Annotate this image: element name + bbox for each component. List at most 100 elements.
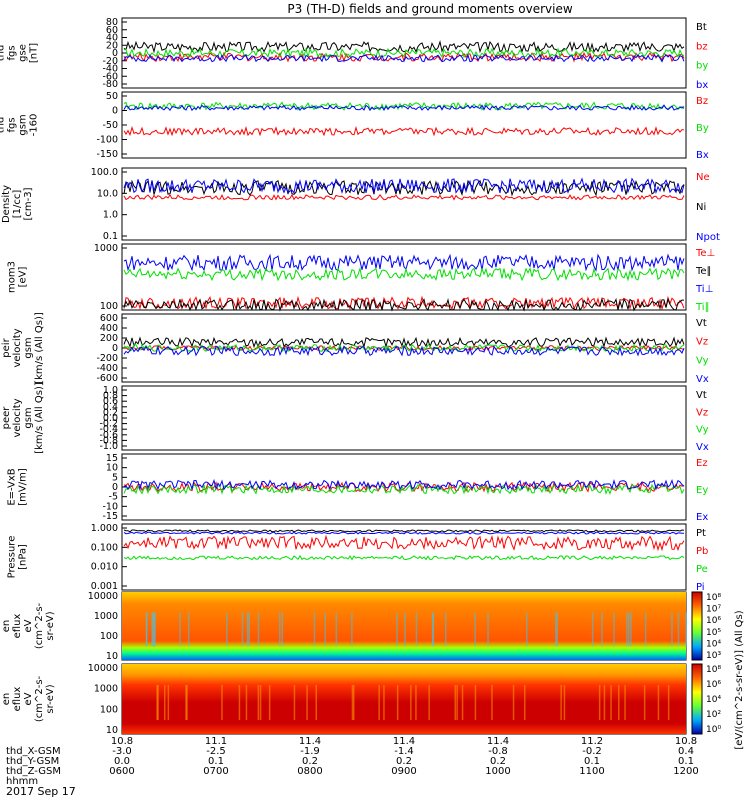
x-tick-label: 0900 [391, 766, 416, 777]
x-tick-label: -1.9 [300, 746, 320, 757]
series-line-Bz [123, 125, 685, 137]
x-tick-label: -1.4 [394, 746, 414, 757]
y-axis-label: thdfgsgsm-160 [0, 114, 40, 137]
y-tick-label: 10.0 [97, 188, 118, 199]
spectrogram-feature [487, 612, 489, 647]
spectrogram-feature [454, 685, 456, 720]
spectrogram-feature [456, 685, 458, 720]
x-tick-label: 0.0 [114, 756, 130, 767]
spectrogram-feature [445, 612, 447, 647]
series-line-Pi [123, 531, 684, 535]
series-line-Ti∥ [123, 266, 685, 282]
legend-Vy: Vy [696, 425, 709, 436]
legend-Ti⊥: Ti⊥ [695, 284, 713, 295]
y-tick-label: 100.0 [91, 167, 118, 178]
spectrogram-feature [555, 612, 557, 647]
y-tick-label: 0.6 [103, 396, 118, 407]
spectrogram-feature [618, 685, 620, 720]
spectrogram-feature [281, 612, 283, 647]
legend-bx: bx [696, 80, 708, 91]
legend-Ey: Ey [696, 485, 708, 496]
series-line-Ex [123, 478, 685, 491]
y-tick-label: 100 [100, 631, 118, 642]
y-axis-label: Pressure[nPa] [7, 536, 29, 579]
legend-Vx: Vx [696, 374, 709, 385]
y-tick-label: 0.001 [91, 581, 118, 592]
panel-p3: Density[1/cc][cm-3] 100.0 10.0 1.0 0.1 Ne Ni Np… [1, 167, 720, 243]
spectrogram-feature [415, 685, 417, 720]
spectrogram-feature [351, 685, 354, 720]
legend-Npot: Npot [696, 232, 720, 243]
panel-frame [121, 17, 687, 89]
spectrogram-feature [630, 612, 632, 647]
x-tick-label: 11.4 [299, 736, 321, 747]
y-tick-label: 0 [112, 48, 118, 59]
series-line-Ne [123, 193, 685, 201]
spectrogram-feature [526, 612, 528, 647]
y-tick-label: -0.2 [99, 419, 118, 430]
panel-p2: thdfgsgsm-160 50 0 -50 -100 -150 Bz By Bx [0, 91, 709, 161]
x-tick-label: 11.2 [581, 736, 603, 747]
x-axis-labels: 10.8 11.1 11.4 11.4 11.4 11.2 10.8 thd_X-GSM -3.… [6, 736, 699, 787]
x-tick-label: 0.1 [678, 756, 694, 767]
spectrogram-feature [221, 685, 223, 720]
colorbar-tick-label: 10⁵ [706, 628, 721, 638]
panel-p5: thdpeirvelocitygsm[km/s (All Qs)] 6004002… [0, 312, 709, 385]
spectrogram-feature [626, 612, 628, 647]
x-tick-label: 0700 [203, 766, 228, 777]
y-tick-label: 100 [100, 704, 118, 715]
series-line-Te⊥ [123, 295, 685, 311]
spectrogram-feature [613, 612, 615, 647]
y-tick-label: 1.000 [91, 523, 118, 534]
legend-Vt: Vt [696, 318, 707, 329]
y-axis-label: thdpeirvelocitygsm[km/s (All Qs)] [0, 312, 45, 384]
x-tick-label: -0.8 [488, 746, 508, 757]
series-line-Ey [123, 483, 685, 496]
x-tick-label: 11.1 [205, 736, 227, 747]
y-tick-label: 1.0 [103, 210, 118, 221]
colorbar-tick-label: 10⁴ [706, 639, 721, 649]
x-tick-label: 0600 [109, 766, 134, 777]
series-line-Te∥ [123, 297, 685, 312]
legend-Vy: Vy [696, 355, 709, 366]
spectrogram-feature [152, 612, 154, 647]
legend-Ne: Ne [696, 172, 710, 183]
spectrogram-feature [432, 612, 435, 647]
legend-Ni: Ni [696, 202, 706, 213]
y-tick-label: -0.8 [99, 435, 118, 446]
legend-by: by [696, 61, 708, 72]
spectrogram-feature [313, 612, 316, 647]
x-row-label: thd_Z-GSM [6, 766, 61, 777]
y-tick-label: 600 [100, 313, 118, 324]
spectrogram-feature [179, 612, 181, 647]
spectrogram-feature [643, 685, 646, 720]
x-tick-label: 0.1 [208, 756, 224, 767]
y-tick-label: 0.1 [103, 231, 118, 242]
y-tick-label: 100 [100, 301, 118, 312]
spectrogram-feature [245, 685, 248, 720]
spectrogram-feature [145, 612, 148, 647]
colorbar-tick-label: 10⁸ [706, 593, 721, 603]
x-row-label: thd_Y-GSM [6, 756, 59, 767]
spectrogram-feature [226, 612, 228, 647]
spectrogram-feature [474, 685, 477, 720]
x-tick-label: -0.2 [582, 746, 602, 757]
spectrogram-feature [268, 685, 271, 720]
y-axis-label: thdfgsgse[nT] [0, 43, 40, 63]
y-tick-label: 400 [100, 323, 118, 334]
x-tick-label: 0.1 [584, 756, 600, 767]
legend-bz: bz [696, 41, 708, 52]
x-tick-label: 10.8 [675, 736, 697, 747]
y-tick-label: 20 [106, 40, 118, 51]
spectrogram-feature [335, 612, 338, 647]
spectrogram-feature [603, 685, 606, 720]
y-tick-label: 1000 [94, 611, 118, 622]
x-tick-label: 1000 [485, 766, 510, 777]
y-tick-label: 10000 [88, 591, 118, 602]
spectrogram-feature [259, 685, 262, 720]
y-tick-label: -0.6 [99, 430, 118, 441]
y-tick-label: -80 [102, 79, 118, 90]
y-tick-label: -100 [96, 135, 118, 146]
